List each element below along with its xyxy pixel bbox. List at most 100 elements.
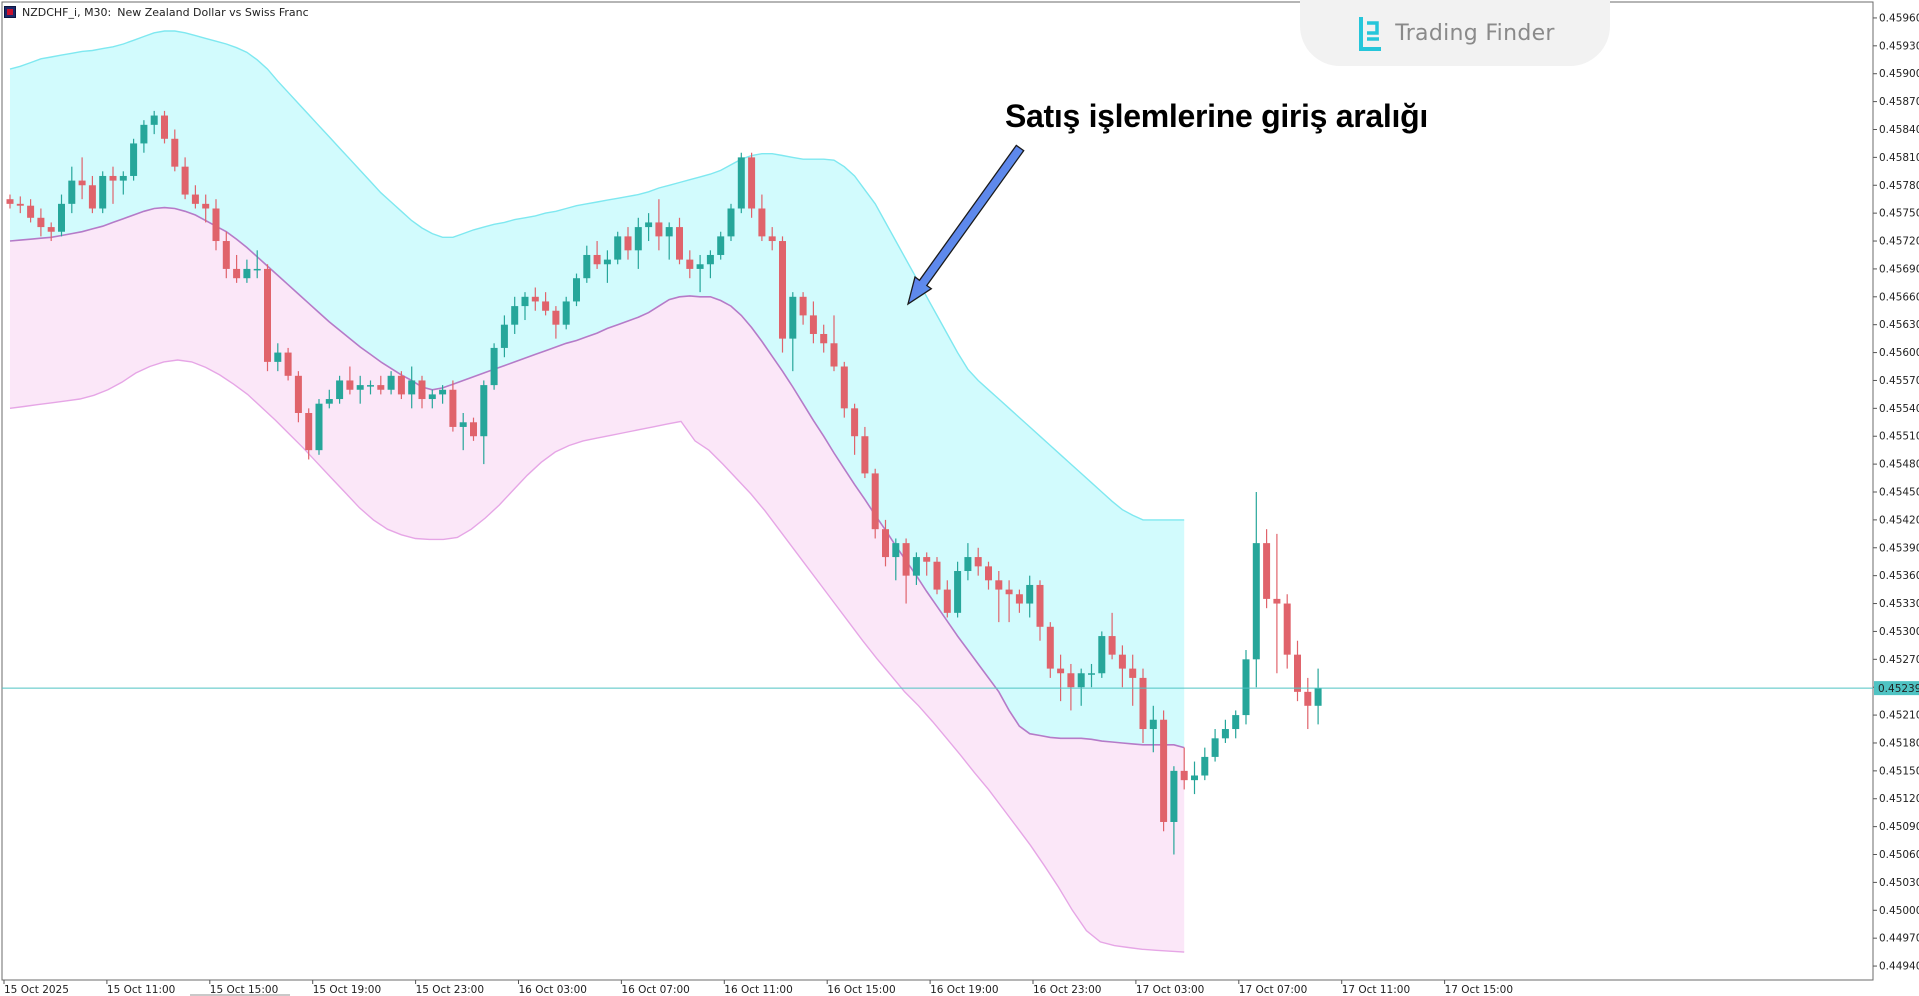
candle: [851, 403, 859, 455]
candle: [212, 199, 220, 251]
candle: [912, 552, 920, 585]
time-tick-label: 17 Oct 11:00: [1342, 984, 1410, 996]
candle: [428, 389, 436, 409]
candle: [1046, 622, 1054, 678]
time-tick-label: 16 Oct 23:00: [1033, 984, 1101, 996]
candle: [284, 347, 292, 381]
candle: [1088, 663, 1095, 688]
time-tick-label: 17 Oct 15:00: [1445, 984, 1513, 996]
candle: [1036, 580, 1044, 641]
candle: [439, 385, 447, 404]
candle: [985, 561, 992, 590]
price-tick-label: 0.45510: [1879, 431, 1919, 443]
price-tick-label: 0.45420: [1879, 514, 1919, 526]
candle: [933, 557, 941, 595]
candle: [521, 292, 529, 321]
price-tick-label: 0.44940: [1879, 961, 1919, 973]
price-tick-label: 0.45690: [1879, 263, 1919, 275]
candle: [789, 292, 797, 372]
lower-band-fill: [10, 207, 1185, 953]
price-tick-label: 0.45720: [1879, 236, 1919, 248]
price-tick-label: 0.44970: [1879, 933, 1919, 945]
price-tick-label: 0.45930: [1879, 40, 1919, 52]
candle: [1098, 631, 1106, 678]
candle: [1252, 492, 1260, 688]
candle: [161, 110, 168, 144]
candle: [665, 222, 673, 260]
candle: [799, 292, 807, 325]
candle: [99, 171, 107, 214]
price-tick-label: 0.45090: [1879, 821, 1919, 833]
price-tick-label: 0.45390: [1879, 542, 1919, 554]
candle: [511, 296, 519, 334]
candle: [737, 152, 745, 214]
candle: [1005, 580, 1013, 623]
candle: [222, 231, 230, 279]
candle: [1057, 654, 1065, 702]
price-tick-label: 0.45060: [1879, 849, 1919, 861]
candle: [171, 129, 179, 172]
time-tick-label: 16 Oct 11:00: [724, 984, 792, 996]
candle: [655, 199, 663, 251]
candle: [923, 552, 931, 576]
candle: [840, 361, 848, 418]
candle: [676, 217, 683, 265]
price-tick-label: 0.45900: [1879, 68, 1919, 80]
flag-icon: [4, 6, 16, 18]
candle: [1180, 747, 1188, 790]
candle: [233, 254, 241, 283]
candle: [634, 217, 642, 269]
price-tick-label: 0.45810: [1879, 152, 1919, 164]
candle: [820, 324, 828, 353]
price-tick-label: 0.45150: [1879, 765, 1919, 777]
candle: [191, 185, 199, 209]
candle: [68, 166, 76, 214]
price-tick-label: 0.45330: [1879, 598, 1919, 610]
candle: [315, 399, 323, 455]
price-tick-label: 0.45210: [1879, 710, 1919, 722]
candle: [1232, 710, 1240, 739]
candle: [37, 208, 45, 237]
candle: [418, 375, 426, 409]
price-axis[interactable]: 0.45960 0.45930 0.45900 0.45870 0.45840 0.458…: [1873, 12, 1919, 973]
candle: [902, 538, 910, 604]
candle: [119, 171, 127, 195]
time-tick-label: 15 Oct 11:00: [107, 984, 175, 996]
candle: [1283, 594, 1291, 669]
candle: [964, 543, 972, 581]
time-tick-label: 15 Oct 19:00: [313, 984, 381, 996]
time-tick-label: 15 Oct 15:00: [210, 984, 278, 996]
symbol-description: New Zealand Dollar vs Swiss Franc: [117, 5, 309, 19]
candle: [336, 375, 344, 404]
price-tick-label: 0.45300: [1879, 626, 1919, 638]
candle: [1067, 663, 1075, 711]
time-tick-label: 16 Oct 03:00: [519, 984, 587, 996]
candle: [706, 250, 714, 279]
candle: [686, 250, 694, 279]
candle: [1129, 654, 1137, 706]
candle: [1170, 766, 1178, 855]
price-tick-label: 0.45570: [1879, 375, 1919, 387]
lower-band-line: [9, 359, 1185, 953]
candle: [1221, 719, 1229, 743]
candle: [109, 166, 117, 204]
scroll-indicator[interactable]: [190, 994, 290, 996]
candle: [974, 547, 982, 576]
candle: [1273, 533, 1281, 674]
candle: [624, 227, 632, 260]
candle: [892, 538, 900, 581]
chart-frame: [1, 1, 1874, 981]
price-tick-label: 0.45450: [1879, 487, 1919, 499]
candle: [809, 301, 817, 344]
price-tick-label: 0.45180: [1879, 737, 1919, 749]
candle: [459, 412, 467, 451]
annotation-arrow: [906, 144, 1025, 306]
candle: [696, 254, 704, 293]
price-tick-label: 0.45780: [1879, 180, 1919, 192]
candle: [861, 426, 869, 479]
candle: [830, 315, 838, 372]
candle: [1149, 705, 1157, 753]
time-axis[interactable]: 15 Oct 2025 15 Oct 11:00 15 Oct 15:00 15 Oc…: [3, 980, 1513, 996]
candle: [758, 194, 766, 242]
